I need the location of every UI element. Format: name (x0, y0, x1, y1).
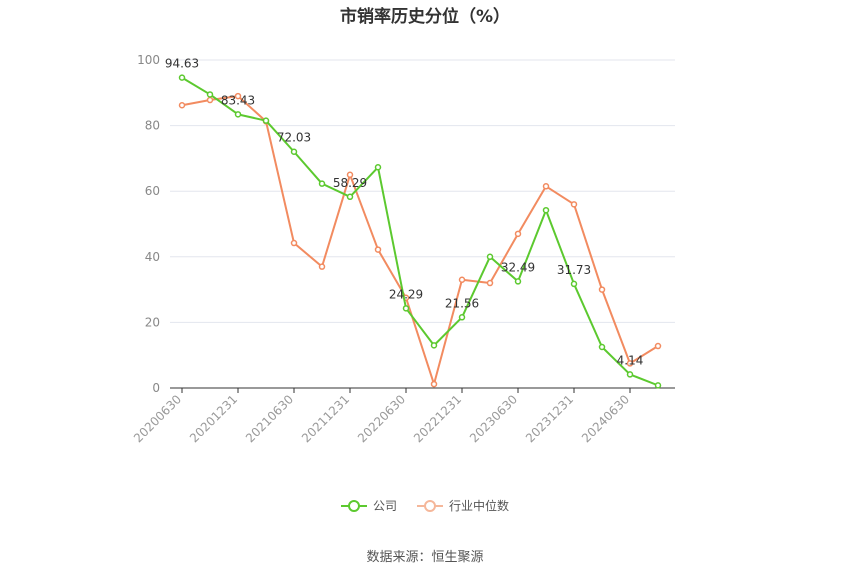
legend-item-company[interactable]: 公司 (340, 497, 397, 514)
source-note: 数据来源：恒生聚源 (366, 550, 484, 565)
x-tick-label: 20221231 (411, 392, 464, 445)
x-tick-label: 20240630 (579, 392, 632, 445)
series-line-0 (181, 76, 659, 387)
data-label: 4.14 (617, 353, 644, 367)
data-point (402, 305, 410, 312)
data-point (570, 280, 578, 288)
y-tick-label: 0 (152, 381, 160, 395)
data-label: 58.29 (333, 176, 367, 190)
data-label: 94.63 (165, 57, 199, 71)
data-point (206, 91, 214, 98)
data-point (178, 102, 186, 109)
data-point (458, 314, 466, 321)
chart-title: 市销率历史分位（%） (339, 7, 511, 27)
data-point (458, 276, 466, 284)
data-point (542, 183, 550, 190)
data-point (290, 239, 298, 247)
data-point (626, 360, 634, 367)
legend-marker-company (340, 499, 367, 513)
data-point (262, 117, 270, 124)
data-point (346, 193, 354, 201)
data-point (206, 96, 214, 104)
data-label: 83.43 (221, 93, 255, 107)
data-point (598, 343, 606, 351)
legend-item-industry-median[interactable]: 行业中位数 (417, 497, 509, 514)
data-point (654, 342, 662, 350)
data-label: 31.73 (557, 263, 591, 277)
data-label: 32.49 (501, 260, 535, 274)
data-label: 72.03 (277, 131, 311, 145)
data-point (598, 286, 606, 293)
data-point (570, 201, 578, 208)
data-point (374, 246, 382, 253)
y-tick-label: 60 (145, 184, 160, 198)
data-point (178, 74, 186, 81)
x-tick-label: 20211231 (299, 392, 352, 445)
legend-label-industry-median: 行业中位数 (449, 499, 510, 513)
data-point (654, 382, 662, 389)
line-chart: 0 20 40 60 80 100 20200630 20201231 20210630 2021… (131, 53, 675, 445)
data-point (486, 279, 494, 287)
data-point (346, 171, 354, 179)
legend: 公司 行业中位数 (0, 497, 850, 514)
data-point (234, 111, 242, 118)
data-point (374, 164, 382, 171)
data-point (430, 342, 438, 349)
data-label: 21.56 (445, 296, 479, 310)
x-tick-label: 20201231 (187, 392, 240, 445)
data-point (626, 371, 634, 378)
data-point (514, 230, 522, 238)
x-tick-label: 20230630 (467, 392, 520, 445)
data-point (290, 148, 298, 155)
data-point (486, 253, 494, 261)
y-tick-label: 80 (145, 119, 160, 133)
data-point (318, 263, 326, 270)
data-point (542, 206, 550, 214)
x-tick-label: 20231231 (523, 392, 576, 445)
data-point (430, 380, 438, 388)
y-tick-label: 20 (145, 315, 160, 329)
legend-marker-industry-median (417, 499, 443, 513)
y-tick-label: 40 (145, 250, 160, 264)
data-point (514, 278, 522, 285)
data-point (234, 92, 242, 100)
data-point (318, 180, 326, 187)
series-line-1 (181, 95, 659, 386)
x-tick-label: 20220630 (355, 392, 408, 445)
x-tick-label: 20200630 (131, 392, 184, 445)
y-tick-label: 100 (137, 53, 160, 67)
legend-label-company: 公司 (372, 499, 397, 513)
data-label: 24.29 (389, 287, 423, 301)
x-tick-label: 20210630 (243, 392, 296, 445)
